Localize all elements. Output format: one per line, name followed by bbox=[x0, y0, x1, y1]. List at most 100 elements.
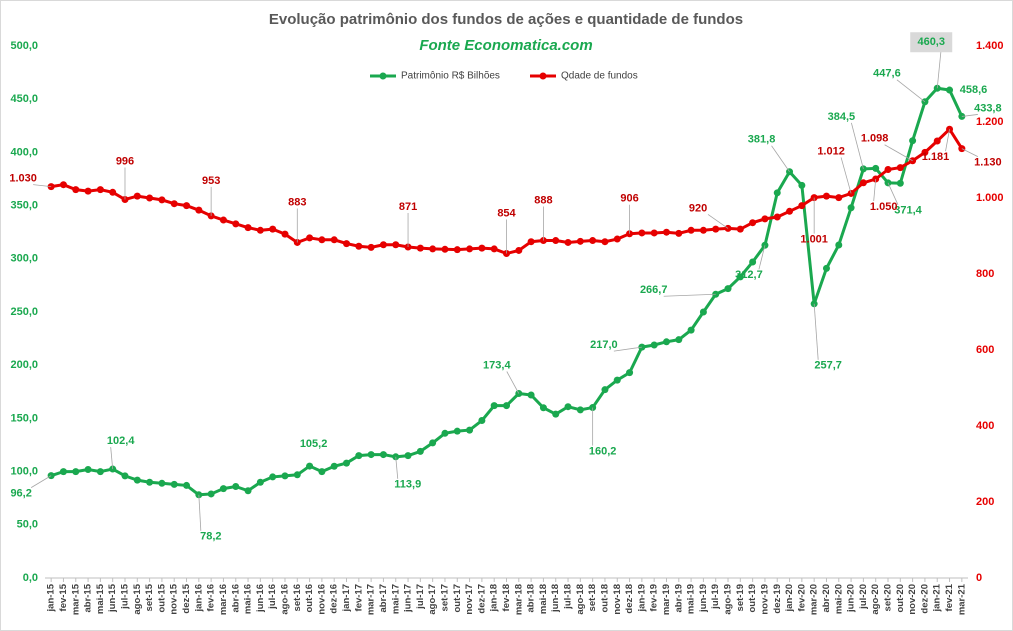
x-tick-label: fev-21 bbox=[944, 583, 955, 611]
data-point bbox=[195, 206, 203, 214]
data-point bbox=[613, 376, 621, 384]
x-tick-label: jun-16 bbox=[255, 584, 266, 613]
data-label: 371,4 bbox=[894, 205, 922, 217]
label-leader bbox=[961, 148, 979, 157]
chart-title: Evolução patrimônio dos fundos de ações … bbox=[269, 11, 743, 28]
data-point bbox=[306, 462, 314, 470]
y-tick-label: 250,0 bbox=[10, 306, 38, 318]
data-label: 105,2 bbox=[300, 438, 328, 450]
label-leader bbox=[961, 114, 978, 117]
x-tick-label: abr-16 bbox=[230, 584, 241, 613]
data-point bbox=[158, 196, 166, 204]
data-point bbox=[626, 369, 634, 377]
data-point bbox=[699, 308, 707, 316]
label-leader bbox=[33, 184, 52, 187]
data-point bbox=[146, 478, 154, 486]
x-tick-label: out-15 bbox=[156, 583, 167, 612]
label-leader bbox=[198, 494, 202, 531]
data-point bbox=[859, 179, 867, 187]
x-tick-label: mai-19 bbox=[686, 584, 697, 614]
x-tick-label: jan-20 bbox=[784, 584, 795, 612]
x-tick-label: abr-15 bbox=[83, 583, 94, 612]
data-label: 920 bbox=[689, 202, 707, 214]
x-tick-label: jun-19 bbox=[698, 584, 709, 613]
data-label: 871 bbox=[399, 201, 417, 213]
data-label: 460,3 bbox=[917, 36, 945, 48]
y-tick-label: 0,0 bbox=[23, 572, 38, 584]
data-point bbox=[416, 244, 424, 252]
label-leader bbox=[851, 122, 864, 169]
data-point bbox=[355, 242, 363, 250]
label-leader bbox=[840, 157, 852, 194]
data-label: 257,7 bbox=[814, 360, 842, 372]
data-point bbox=[872, 164, 880, 172]
label-leader bbox=[887, 182, 899, 205]
data-point bbox=[638, 229, 646, 237]
x-tick-label: set-19 bbox=[735, 584, 746, 611]
y-tick-label: 500,0 bbox=[10, 40, 38, 52]
data-point bbox=[749, 219, 757, 227]
data-point bbox=[503, 402, 510, 410]
y2-tick-label: 600 bbox=[976, 344, 994, 356]
data-point bbox=[133, 192, 141, 200]
y-tick-label: 350,0 bbox=[10, 200, 38, 212]
data-point bbox=[84, 465, 92, 473]
data-point bbox=[355, 452, 363, 460]
data-label: 1.130 bbox=[974, 157, 1002, 169]
x-tick-label: ago-16 bbox=[279, 584, 290, 615]
label-leader bbox=[110, 447, 114, 470]
label-leader bbox=[30, 475, 52, 488]
data-point bbox=[773, 213, 781, 221]
data-label: 173,4 bbox=[483, 359, 511, 371]
x-tick-label: set-18 bbox=[587, 584, 598, 611]
x-tick-label: abr-18 bbox=[526, 584, 537, 613]
data-point bbox=[675, 229, 683, 237]
x-tick-label: fev-19 bbox=[649, 584, 660, 611]
data-point bbox=[822, 192, 830, 200]
y2-tick-label: 800 bbox=[976, 268, 994, 280]
data-point bbox=[72, 468, 80, 476]
data-point bbox=[367, 451, 375, 459]
data-point bbox=[318, 468, 326, 476]
label-leader bbox=[506, 371, 520, 394]
data-point bbox=[773, 189, 781, 197]
x-tick-label: fev-18 bbox=[501, 584, 512, 611]
data-point bbox=[269, 225, 277, 233]
y-tick-label: 150,0 bbox=[10, 412, 38, 424]
data-point bbox=[564, 403, 572, 411]
label-leader bbox=[936, 48, 942, 89]
data-point bbox=[466, 426, 474, 434]
label-box bbox=[910, 32, 953, 53]
x-tick-label: set-16 bbox=[292, 584, 303, 611]
data-point bbox=[527, 391, 535, 399]
data-point bbox=[109, 188, 117, 196]
y2-tick-label: 200 bbox=[976, 496, 994, 508]
y-tick-label: 100,0 bbox=[10, 466, 38, 478]
y2-tick-label: 1.000 bbox=[976, 192, 1004, 204]
data-label: 953 bbox=[202, 175, 220, 187]
x-tick-label: fev-15 bbox=[58, 583, 69, 611]
data-point bbox=[429, 439, 437, 447]
y-tick-label: 450,0 bbox=[10, 93, 38, 105]
y2-tick-label: 400 bbox=[976, 420, 994, 432]
data-point bbox=[798, 202, 806, 210]
label-leader bbox=[707, 214, 729, 229]
x-tick-label: jun-18 bbox=[550, 584, 561, 613]
data-point bbox=[896, 164, 904, 172]
label-leader bbox=[884, 144, 913, 162]
x-tick-label: nov-15 bbox=[169, 583, 180, 614]
data-point bbox=[158, 479, 166, 487]
x-tick-label: mar-19 bbox=[661, 584, 672, 615]
x-tick-label: dez-17 bbox=[476, 584, 487, 614]
data-point bbox=[884, 166, 892, 173]
data-label: 906 bbox=[620, 193, 638, 205]
data-point bbox=[84, 187, 92, 195]
data-point bbox=[515, 246, 523, 254]
x-tick-label: nov-18 bbox=[612, 584, 623, 615]
data-point bbox=[379, 241, 387, 249]
data-point bbox=[909, 137, 917, 145]
data-point bbox=[219, 485, 227, 493]
data-point bbox=[121, 472, 129, 480]
x-tick-label: mai-15 bbox=[95, 583, 106, 614]
data-point bbox=[453, 427, 461, 435]
